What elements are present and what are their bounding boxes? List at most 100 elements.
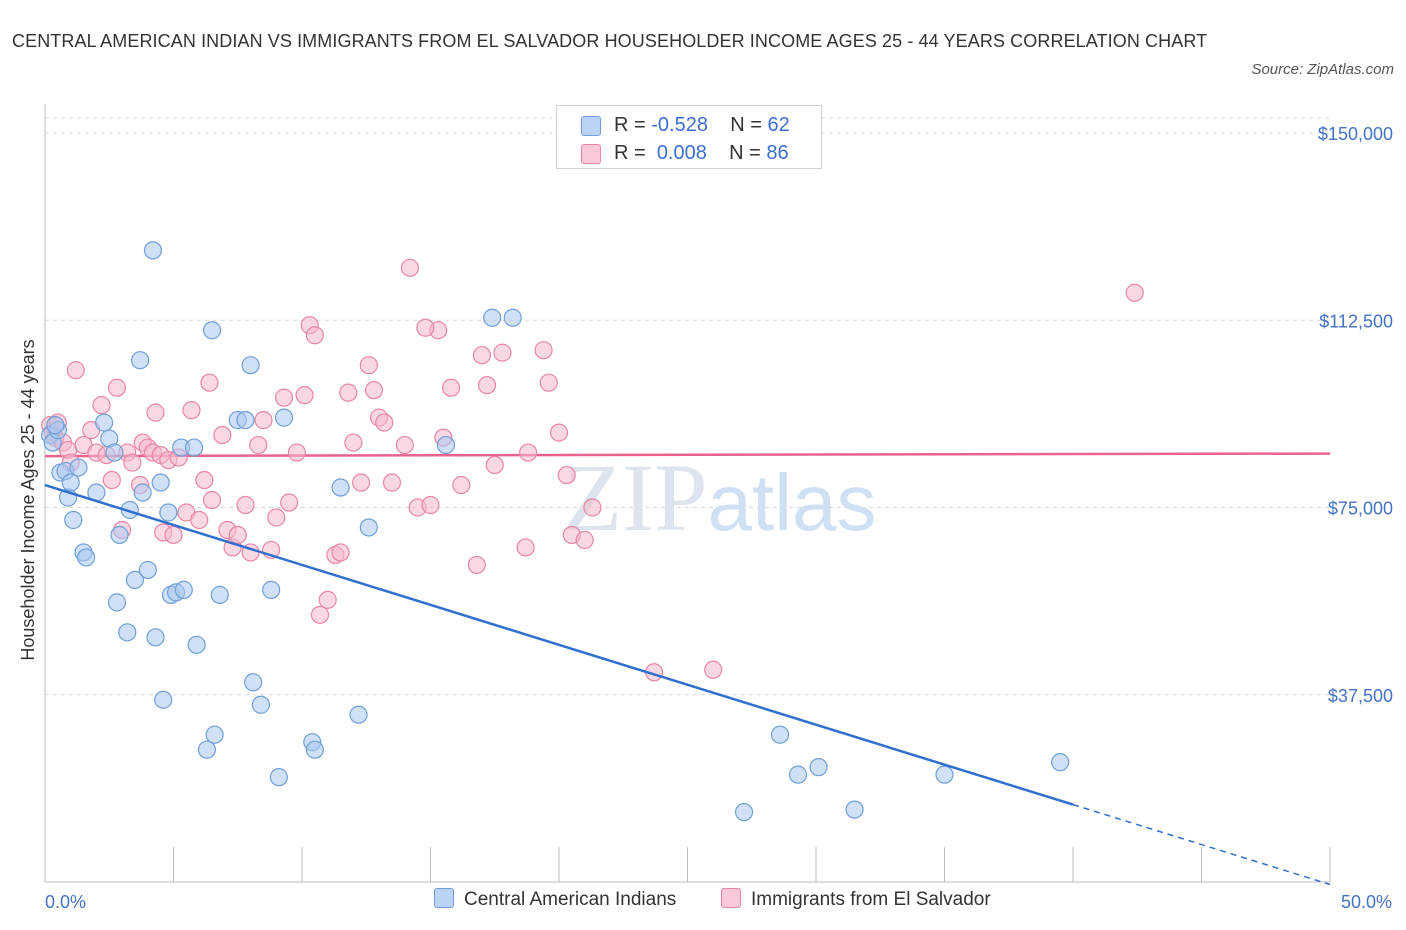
point-immigrants-el-salvador bbox=[228, 525, 247, 545]
point-immigrants-el-salvador bbox=[123, 453, 142, 472]
watermark: ZIPatlas bbox=[564, 444, 877, 551]
trend-line-immigrants-el-salvador bbox=[44, 452, 1331, 458]
point-central-american-indians bbox=[61, 473, 80, 492]
legend-swatch-blue bbox=[581, 116, 601, 136]
trend-line-blue-dashed bbox=[1072, 803, 1331, 886]
point-immigrants-el-salvador bbox=[539, 373, 558, 392]
point-immigrants-el-salvador bbox=[331, 543, 350, 562]
point-central-american-indians bbox=[77, 548, 96, 567]
point-immigrants-el-salvador bbox=[339, 383, 358, 402]
point-immigrants-el-salvador bbox=[352, 473, 371, 492]
point-immigrants-el-salvador bbox=[441, 378, 461, 397]
y-tick-labels: $37,500 $75,000 $112,500 $150,000 bbox=[1318, 124, 1393, 706]
legend-n-value: 86 bbox=[766, 142, 789, 164]
point-immigrants-el-salvador bbox=[583, 498, 602, 517]
bottom-legend-label-pink: Immigrants from El Salvador bbox=[751, 889, 991, 910]
point-central-american-indians bbox=[125, 570, 145, 590]
point-central-american-indians bbox=[138, 560, 157, 580]
point-immigrants-el-salvador bbox=[102, 470, 121, 490]
point-central-american-indians bbox=[359, 518, 378, 537]
stats-legend: R = -0.528 N = 62 R = 0.008 N = 86 bbox=[556, 105, 822, 169]
point-central-american-indians bbox=[110, 525, 129, 545]
point-central-american-indians bbox=[133, 483, 152, 502]
point-immigrants-el-salvador bbox=[164, 525, 183, 545]
point-immigrants-el-salvador bbox=[195, 470, 214, 490]
point-central-american-indians bbox=[274, 408, 294, 427]
point-central-american-indians bbox=[241, 356, 260, 375]
point-central-american-indians bbox=[331, 478, 350, 497]
point-central-american-indians bbox=[244, 673, 263, 692]
point-immigrants-el-salvador bbox=[1125, 283, 1144, 302]
point-immigrants-el-salvador bbox=[66, 361, 85, 380]
y-tick-label: $112,500 bbox=[1319, 311, 1393, 331]
point-immigrants-el-salvador bbox=[364, 381, 384, 400]
x-tick-label-min: 0.0% bbox=[45, 892, 86, 912]
point-central-american-indians bbox=[46, 416, 65, 435]
point-central-american-indians bbox=[503, 308, 522, 327]
point-central-american-indians bbox=[788, 765, 808, 784]
point-immigrants-el-salvador bbox=[359, 356, 378, 375]
point-central-american-indians bbox=[734, 802, 754, 822]
point-immigrants-el-salvador bbox=[287, 443, 306, 462]
point-central-american-indians bbox=[349, 705, 368, 724]
point-central-american-indians bbox=[262, 580, 281, 599]
source-label: Source: ZipAtlas.com bbox=[1251, 61, 1394, 78]
point-immigrants-el-salvador bbox=[249, 435, 268, 455]
point-central-american-indians bbox=[251, 695, 270, 714]
bottom-legend-item-pink: Immigrants from El Salvador bbox=[721, 888, 991, 911]
point-immigrants-el-salvador bbox=[267, 508, 286, 527]
point-immigrants-el-salvador bbox=[519, 443, 538, 462]
point-immigrants-el-salvador bbox=[295, 386, 314, 405]
point-immigrants-el-salvador bbox=[534, 341, 553, 360]
point-immigrants-el-salvador bbox=[107, 378, 127, 397]
point-central-american-indians bbox=[107, 593, 127, 612]
point-central-american-indians bbox=[130, 351, 150, 370]
point-immigrants-el-salvador bbox=[516, 538, 535, 557]
bottom-legend-item-blue: Central American Indians bbox=[434, 888, 676, 911]
series-immigrants-el-salvador bbox=[41, 258, 1144, 682]
trend-line-blue-solid bbox=[44, 483, 1074, 806]
trend-line-pink bbox=[44, 452, 1331, 458]
axes bbox=[44, 104, 1331, 883]
point-immigrants-el-salvador bbox=[472, 346, 491, 365]
point-immigrants-el-salvador bbox=[280, 493, 299, 512]
point-central-american-indians bbox=[202, 321, 222, 340]
point-central-american-indians bbox=[174, 580, 193, 599]
point-immigrants-el-salvador bbox=[421, 495, 440, 515]
point-immigrants-el-salvador bbox=[305, 326, 324, 345]
point-central-american-indians bbox=[118, 623, 137, 642]
bottom-legend-swatch-pink bbox=[721, 888, 741, 908]
point-immigrants-el-salvador bbox=[375, 413, 394, 432]
y-axis-title: Householder Income Ages 25 - 44 years bbox=[18, 339, 38, 660]
legend-n-value: 62 bbox=[767, 114, 790, 136]
point-central-american-indians bbox=[269, 768, 288, 787]
point-immigrants-el-salvador bbox=[549, 423, 569, 442]
legend-r-value: 0.008 bbox=[656, 142, 707, 164]
point-immigrants-el-salvador bbox=[92, 396, 111, 415]
point-immigrants-el-salvador bbox=[416, 318, 435, 337]
point-immigrants-el-salvador bbox=[477, 376, 497, 395]
point-central-american-indians bbox=[95, 413, 114, 432]
point-central-american-indians bbox=[69, 458, 88, 477]
point-central-american-indians bbox=[154, 690, 173, 709]
y-tick-label: $37,500 bbox=[1328, 686, 1393, 706]
point-central-american-indians bbox=[187, 635, 206, 654]
point-immigrants-el-salvador bbox=[200, 373, 219, 392]
point-central-american-indians bbox=[770, 725, 790, 744]
bottom-legend-label-blue: Central American Indians bbox=[464, 889, 677, 910]
point-immigrants-el-salvador bbox=[493, 343, 512, 362]
point-immigrants-el-salvador bbox=[467, 555, 486, 575]
legend-r-label: R = bbox=[614, 142, 646, 164]
point-central-american-indians bbox=[210, 585, 229, 604]
point-central-american-indians bbox=[845, 800, 864, 819]
trend-line-central-american-indians bbox=[44, 483, 1331, 886]
point-immigrants-el-salvador bbox=[274, 388, 294, 407]
point-immigrants-el-salvador bbox=[575, 530, 594, 550]
y-tick-label: $75,000 bbox=[1328, 499, 1393, 519]
point-immigrants-el-salvador bbox=[344, 433, 363, 452]
point-immigrants-el-salvador bbox=[318, 590, 337, 609]
point-immigrants-el-salvador bbox=[182, 401, 201, 420]
x-tick-label-max: 50.0% bbox=[1341, 892, 1392, 912]
legend-r-value: -0.528 bbox=[651, 114, 708, 136]
legend-r-label: R = bbox=[614, 114, 646, 136]
